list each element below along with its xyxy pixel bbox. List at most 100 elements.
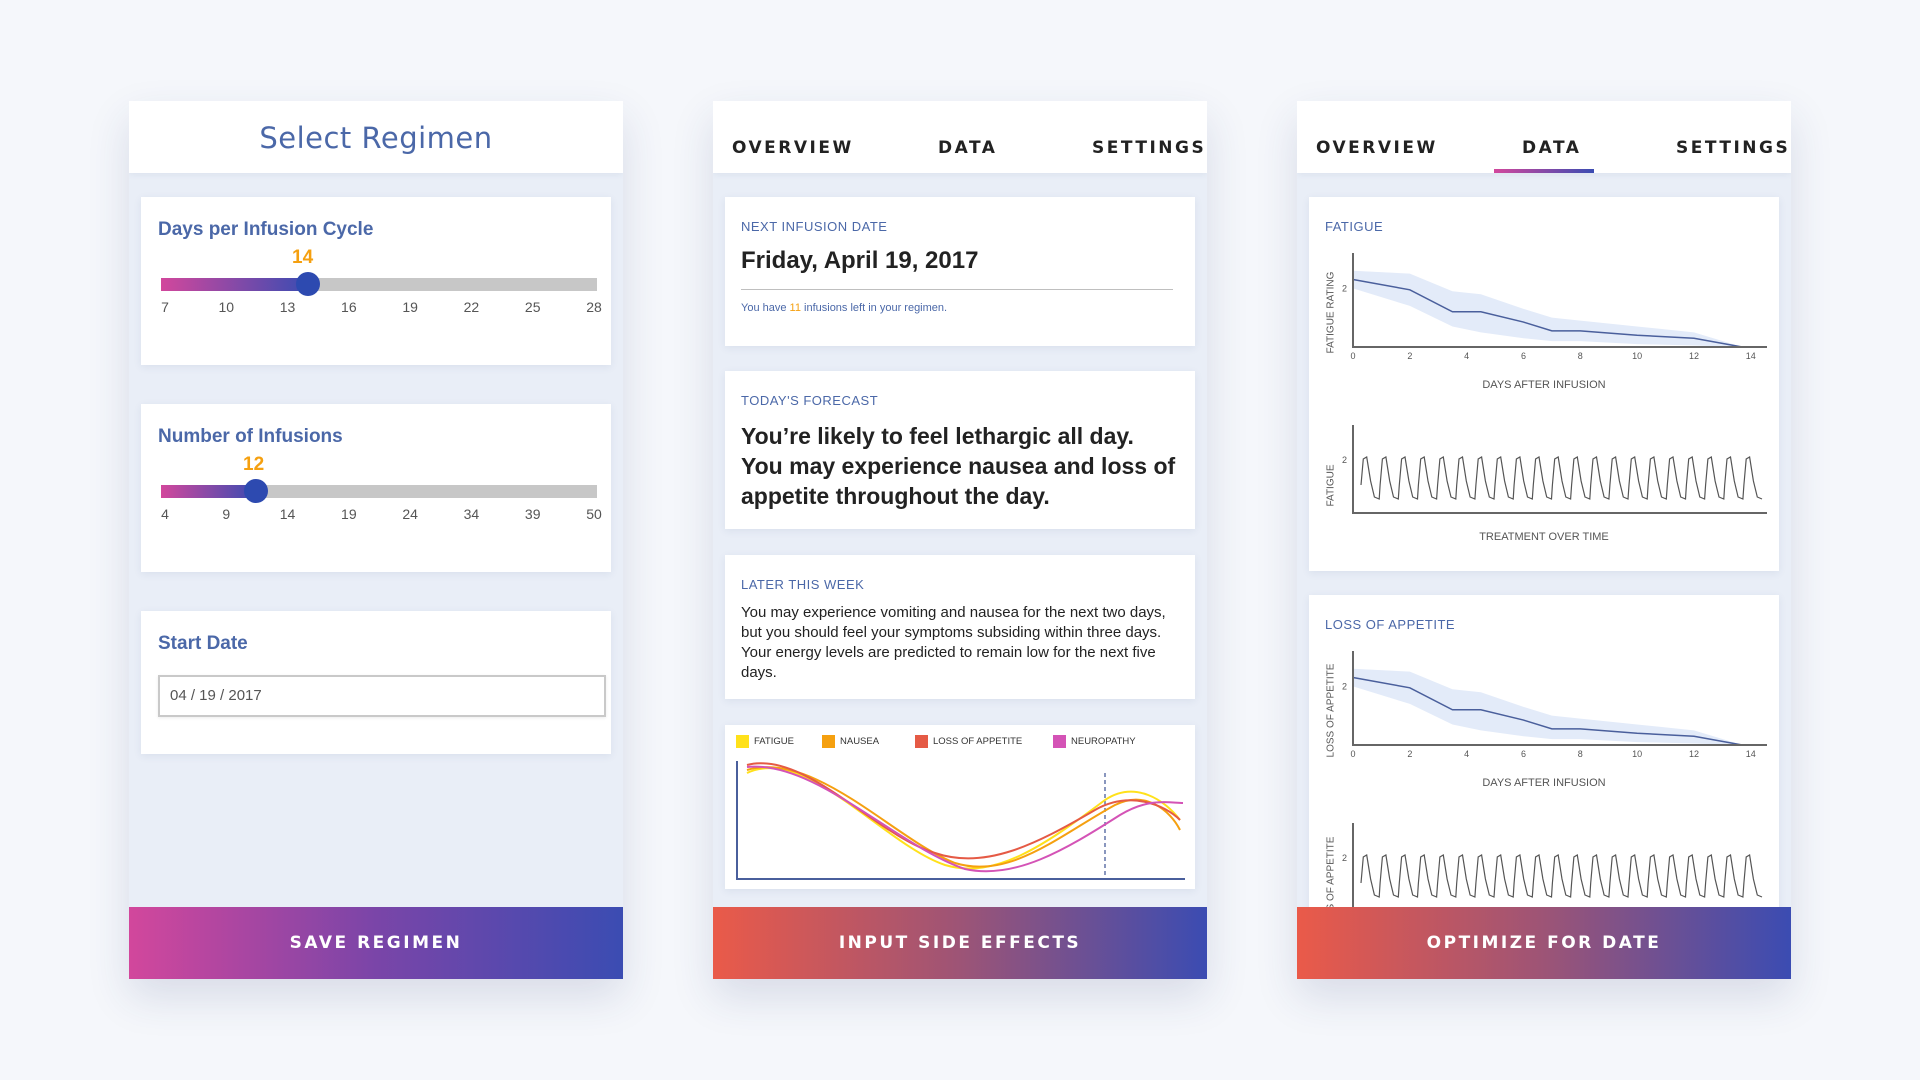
tab-settings[interactable]: SETTINGS xyxy=(1092,138,1207,158)
x-tick-10: 10 xyxy=(1632,749,1642,759)
appetite-top-ylabel: LOSS OF APPETITE xyxy=(1325,663,1337,758)
regimen-screen: Select Regimen Days per Infusion Cycle 1… xyxy=(129,101,623,979)
y-tick-2: 2 xyxy=(1342,283,1347,293)
number-of-infusions-slider[interactable] xyxy=(161,479,597,503)
note-suffix: infusions left in your regimen. xyxy=(800,302,948,314)
treatment-line xyxy=(1360,456,1763,500)
next-infusion-label: NEXT INFUSION DATE xyxy=(741,219,888,234)
y-tick-2: 2 xyxy=(1342,455,1347,465)
todays-forecast-card: TODAY'S FORECAST You’re likely to feel l… xyxy=(725,371,1195,529)
slider-fill xyxy=(161,485,256,498)
neuropathy-line xyxy=(746,765,1184,873)
legend-neuropathy: NEUROPATHY xyxy=(1053,735,1136,748)
todays-forecast-text: You’re likely to feel lethargic all day.… xyxy=(741,423,1176,509)
legend-swatch xyxy=(1053,735,1066,748)
number-of-infusions-value: 12 xyxy=(243,454,265,475)
start-date-label: Start Date xyxy=(158,633,248,654)
legend-loss-of-appetite: LOSS OF APPETITE xyxy=(915,735,1022,748)
infusions-tick-50: 50 xyxy=(586,506,602,522)
legend-label: NAUSEA xyxy=(840,736,880,747)
data-screen: OVERVIEW DATA SETTINGS FATIGUE 0 2 4 6 8 10 12… xyxy=(1297,101,1791,979)
side-effects-chart xyxy=(736,761,1185,880)
legend-swatch xyxy=(915,735,928,748)
x-tick-4: 4 xyxy=(1464,749,1469,759)
x-tick-2: 2 xyxy=(1407,351,1412,361)
legend-fatigue: FATIGUE xyxy=(736,735,794,748)
days-tick-7: 7 xyxy=(161,299,169,315)
infusions-tick-19: 19 xyxy=(341,506,357,522)
tab-overview[interactable]: OVERVIEW xyxy=(1316,138,1438,158)
loss-of-appetite-line xyxy=(746,762,1181,860)
legend-swatch xyxy=(822,735,835,748)
start-date-card: Start Date 04 / 19 / 2017 xyxy=(141,611,611,754)
x-tick-0: 0 xyxy=(1350,749,1355,759)
later-this-week-text: You may experience vomiting and nausea f… xyxy=(741,604,1166,681)
fatigue-days-chart: 0 2 4 6 8 10 12 14 2 xyxy=(1342,253,1767,361)
days-tick-22: 22 xyxy=(463,299,480,315)
days-per-cycle-value: 14 xyxy=(292,247,314,268)
infusions-tick-24: 24 xyxy=(402,506,418,522)
tab-data[interactable]: DATA xyxy=(938,138,998,158)
appetite-treatment-chart: 2 xyxy=(1342,823,1763,907)
days-tick-28: 28 xyxy=(586,299,602,315)
later-this-week-card: LATER THIS WEEK You may experience vomit… xyxy=(725,555,1195,699)
x-tick-12: 12 xyxy=(1689,749,1699,759)
x-tick-10: 10 xyxy=(1632,351,1642,361)
days-per-cycle-card: Days per Infusion Cycle 14 7 10 13 16 19 22 25… xyxy=(141,197,611,365)
confidence-band xyxy=(1353,668,1743,745)
todays-forecast-label: TODAY'S FORECAST xyxy=(741,393,879,408)
overview-screen: OVERVIEW DATA SETTINGS NEXT INFUSION DAT… xyxy=(713,101,1207,979)
x-tick-6: 6 xyxy=(1521,749,1526,759)
x-tick-6: 6 xyxy=(1521,351,1526,361)
x-tick-4: 4 xyxy=(1464,351,1469,361)
active-tab-indicator xyxy=(1494,169,1594,173)
tab-overview[interactable]: OVERVIEW xyxy=(732,138,854,158)
x-tick-8: 8 xyxy=(1578,351,1583,361)
appetite-bottom-ylabel: LOSS OF APPETITE xyxy=(1325,836,1337,907)
legend-label: NEUROPATHY xyxy=(1071,736,1136,747)
loss-of-appetite-label: LOSS OF APPETITE xyxy=(1325,617,1456,632)
slider-thumb[interactable] xyxy=(296,272,320,296)
y-tick-2: 2 xyxy=(1342,681,1347,691)
days-tick-10: 10 xyxy=(218,299,235,315)
legend-nausea: NAUSEA xyxy=(822,735,879,748)
days-tick-13: 13 xyxy=(279,299,296,315)
x-tick-12: 12 xyxy=(1689,351,1699,361)
slider-thumb[interactable] xyxy=(244,479,268,503)
trend-line xyxy=(1352,676,1743,746)
infusions-tick-14: 14 xyxy=(279,506,296,522)
days-tick-25: 25 xyxy=(524,299,541,315)
appetite-days-chart: 0 2 4 6 8 10 12 14 2 xyxy=(1342,651,1767,759)
tab-settings[interactable]: SETTINGS xyxy=(1676,138,1791,158)
regimen-header: Select Regimen xyxy=(129,101,623,173)
days-per-cycle-slider[interactable] xyxy=(161,272,597,296)
slider-fill xyxy=(161,278,308,291)
optimize-for-date-button[interactable]: OPTIMIZE FOR DATE xyxy=(1297,907,1791,979)
infusions-tick-4: 4 xyxy=(161,506,169,522)
tab-bar: OVERVIEW DATA SETTINGS xyxy=(1297,101,1791,173)
input-side-effects-button[interactable]: INPUT SIDE EFFECTS xyxy=(713,907,1207,979)
tab-data[interactable]: DATA xyxy=(1522,138,1582,158)
save-regimen-button[interactable]: SAVE REGIMEN xyxy=(129,907,623,979)
legend-swatch xyxy=(736,735,749,748)
trend-line xyxy=(1352,278,1743,348)
legend-label: FATIGUE xyxy=(754,736,794,747)
days-per-cycle-label: Days per Infusion Cycle xyxy=(158,219,374,240)
fatigue-treatment-chart: 2 xyxy=(1342,425,1767,514)
next-infusion-date: Friday, April 19, 2017 xyxy=(741,247,979,274)
treatment-line xyxy=(1360,854,1763,898)
days-tick-16: 16 xyxy=(341,299,357,315)
x-tick-8: 8 xyxy=(1578,749,1583,759)
infusions-tick-9: 9 xyxy=(222,506,231,522)
y-tick-2: 2 xyxy=(1342,853,1347,863)
side-effects-chart-card: FATIGUE NAUSEA LOSS OF APPETITE NEUROPAT… xyxy=(725,725,1195,889)
start-date-input[interactable]: 04 / 19 / 2017 xyxy=(158,675,606,717)
next-infusion-card: NEXT INFUSION DATE Friday, April 19, 201… xyxy=(725,197,1195,346)
x-tick-0: 0 xyxy=(1350,351,1355,361)
fatigue-label: FATIGUE xyxy=(1325,219,1384,234)
number-of-infusions-label: Number of Infusions xyxy=(158,426,343,447)
note-prefix: You have xyxy=(741,302,790,314)
fatigue-bottom-xlabel: TREATMENT OVER TIME xyxy=(1479,531,1609,543)
x-tick-2: 2 xyxy=(1407,749,1412,759)
later-this-week-label: LATER THIS WEEK xyxy=(741,577,865,592)
